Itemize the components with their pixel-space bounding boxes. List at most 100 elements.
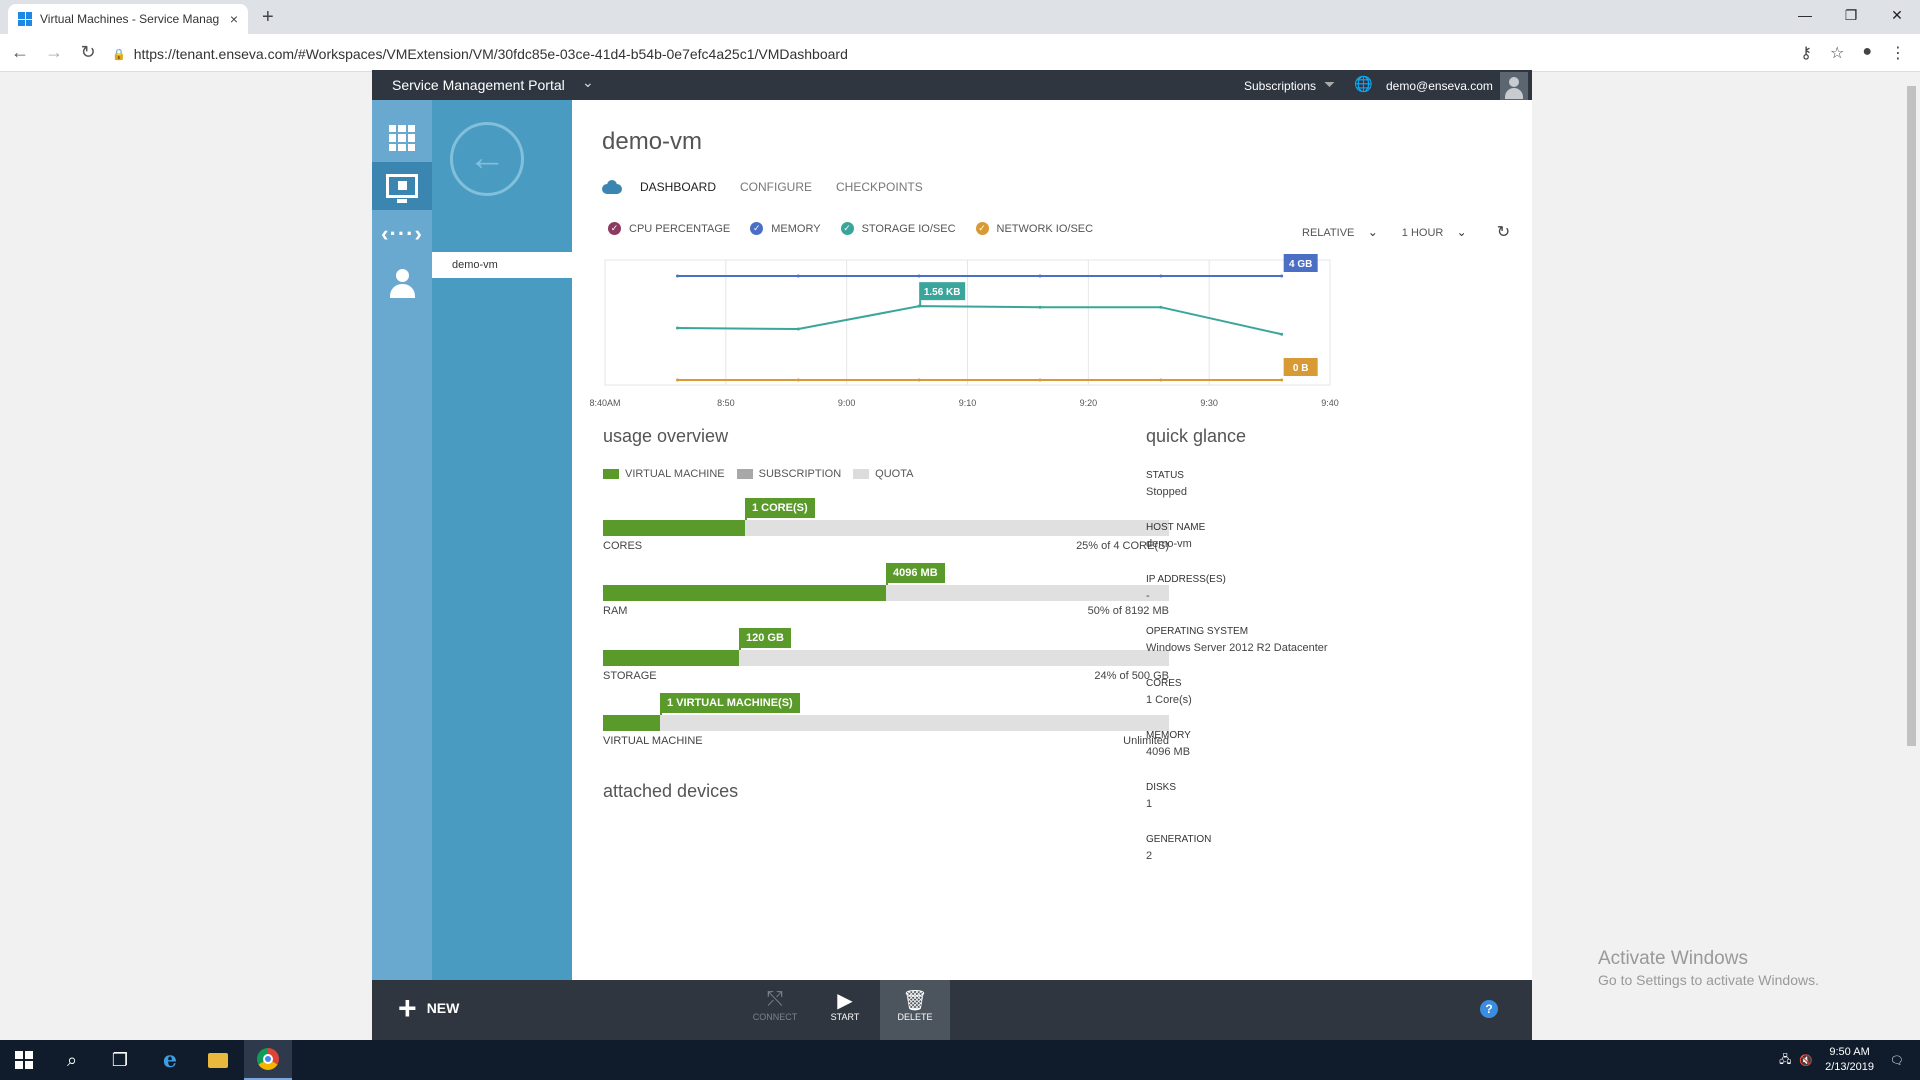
delete-button[interactable]: 🗑 DELETE bbox=[880, 980, 950, 1040]
globe-icon[interactable]: 🌐 bbox=[1354, 76, 1373, 93]
page-scrollbar[interactable] bbox=[1903, 72, 1920, 1040]
my-account-button[interactable] bbox=[372, 260, 432, 308]
tab-dashboard[interactable]: DASHBOARD bbox=[640, 180, 717, 194]
usage-percent: 25% bbox=[1076, 540, 1099, 552]
profile-icon[interactable]: ● bbox=[1862, 43, 1872, 60]
glance-key: OPERATING SYSTEM bbox=[1146, 626, 1249, 637]
metric-toggle[interactable]: ✓ NETWORK IO/SEC bbox=[975, 222, 1093, 235]
glance-value: 2 bbox=[1146, 850, 1153, 862]
range-period-select[interactable]: 1 HOUR bbox=[1402, 225, 1467, 239]
task-view-button[interactable]: ❐ bbox=[96, 1040, 144, 1080]
portal-brand[interactable]: Service Management Portal bbox=[392, 77, 565, 93]
glance-value: 1 Core(s) bbox=[1146, 694, 1192, 706]
browser-tab[interactable]: Virtual Machines - Service Manag × bbox=[8, 4, 248, 34]
filter-icon[interactable]: ⏷ bbox=[1324, 76, 1336, 92]
data-point[interactable] bbox=[676, 274, 679, 278]
usage-flag: 1 CORE(S) bbox=[745, 498, 815, 522]
data-point[interactable] bbox=[796, 274, 800, 278]
network-icon[interactable]: 🖧 bbox=[1779, 1053, 1792, 1066]
all-items-button[interactable] bbox=[372, 114, 432, 162]
back-arrow-icon[interactable]: ← bbox=[11, 42, 29, 62]
data-point[interactable] bbox=[1038, 274, 1042, 278]
data-point[interactable] bbox=[1159, 378, 1163, 382]
time-range: RELATIVE 1 HOUR ↻ bbox=[1302, 222, 1510, 242]
quick-glance-list: STATUS Stopped HOST NAME demo-vm IP ADDRESS(… bbox=[1146, 470, 1446, 886]
search-button[interactable]: ⌕ bbox=[48, 1040, 96, 1080]
data-point[interactable] bbox=[1038, 305, 1042, 309]
file-explorer-button[interactable] bbox=[194, 1040, 242, 1080]
chrome-button[interactable] bbox=[244, 1040, 292, 1080]
glance-item: GENERATION 2 bbox=[1146, 834, 1446, 862]
glance-item: STATUS Stopped bbox=[1146, 470, 1446, 498]
connect-button[interactable]: ⤲ CONNECT bbox=[740, 980, 810, 1040]
glance-item: DISKS 1 bbox=[1146, 782, 1446, 810]
legend-swatch bbox=[603, 469, 619, 479]
back-circle-icon[interactable]: ← bbox=[450, 122, 524, 196]
menu-dots-icon[interactable]: ⋮ bbox=[1890, 45, 1906, 62]
series-end-label: 0 B bbox=[1293, 363, 1309, 374]
data-point[interactable] bbox=[1038, 378, 1042, 382]
metric-toggle[interactable]: ✓ STORAGE IO/SEC bbox=[840, 222, 956, 235]
data-point[interactable] bbox=[917, 274, 921, 278]
data-point[interactable] bbox=[1159, 274, 1163, 278]
new-tab-button[interactable]: + bbox=[262, 6, 274, 28]
minimize-button[interactable]: — bbox=[1798, 7, 1812, 23]
forward-arrow-icon[interactable]: → bbox=[45, 42, 63, 62]
help-icon[interactable]: ? bbox=[1480, 1000, 1498, 1018]
data-point[interactable] bbox=[676, 326, 679, 330]
star-icon[interactable]: ☆ bbox=[1829, 45, 1845, 62]
activate-windows-watermark: Activate Windows Go to Settings to activ… bbox=[1598, 948, 1819, 988]
scrollbar-thumb[interactable] bbox=[1907, 86, 1916, 746]
data-point[interactable] bbox=[1159, 305, 1163, 309]
usage-overview-heading: usage overview bbox=[603, 426, 729, 446]
clock-date: 2/13/2019 bbox=[1825, 1061, 1875, 1073]
refresh-icon[interactable]: ↻ bbox=[1496, 224, 1511, 241]
key-icon[interactable]: ⚷ bbox=[1800, 45, 1812, 62]
networks-button[interactable]: ‹···› bbox=[372, 210, 432, 258]
usage-label: VIRTUAL MACHINE bbox=[603, 735, 703, 747]
callout-label: 1.56 KB bbox=[924, 287, 961, 298]
glance-value: - bbox=[1146, 590, 1150, 602]
close-window-button[interactable]: ✕ bbox=[1891, 7, 1903, 23]
data-point[interactable] bbox=[1280, 274, 1284, 278]
close-tab-icon[interactable]: × bbox=[229, 11, 238, 27]
data-point[interactable] bbox=[676, 378, 679, 382]
usage-flag: 4096 MB bbox=[886, 563, 945, 587]
user-email[interactable]: demo@enseva.com bbox=[1386, 79, 1493, 93]
usage-quota-text: Unlimited bbox=[1123, 735, 1169, 747]
data-point[interactable] bbox=[796, 378, 800, 382]
glance-key: DISKS bbox=[1146, 782, 1177, 793]
tab-checkpoints[interactable]: CHECKPOINTS bbox=[836, 180, 923, 194]
new-button[interactable]: + NEW bbox=[398, 992, 459, 1024]
internet-explorer-button[interactable]: e bbox=[146, 1040, 194, 1080]
usage-percent: 50% bbox=[1087, 605, 1110, 617]
value-callout bbox=[919, 282, 966, 301]
nav-item-demo-vm[interactable]: demo-vm bbox=[432, 252, 572, 278]
range-mode-select[interactable]: RELATIVE bbox=[1302, 225, 1378, 239]
subscriptions-link[interactable]: Subscriptions bbox=[1244, 79, 1317, 93]
metric-toggle[interactable]: ✓ MEMORY bbox=[750, 222, 821, 235]
tab-configure[interactable]: CONFIGURE bbox=[740, 180, 813, 194]
data-point[interactable] bbox=[1280, 332, 1284, 336]
start-menu-button[interactable] bbox=[0, 1040, 48, 1080]
usage-label: STORAGE bbox=[603, 670, 657, 682]
data-point[interactable] bbox=[1280, 378, 1284, 382]
reload-icon[interactable]: ↻ bbox=[80, 42, 96, 62]
usage-legend: VIRTUAL MACHINE SUBSCRIPTION QUOTA bbox=[603, 468, 925, 480]
clock[interactable]: 9:50 AM 2/13/2019 bbox=[1825, 1045, 1874, 1075]
virtual-machines-button[interactable] bbox=[372, 162, 432, 210]
url-field[interactable]: 🔒 https://tenant.enseva.com/#Workspaces/… bbox=[112, 41, 1812, 67]
start-button[interactable]: ▶ START bbox=[810, 980, 880, 1040]
maximize-button[interactable]: ❐ bbox=[1844, 7, 1858, 23]
chevron-down-icon[interactable]: ⌄ bbox=[582, 74, 594, 90]
volume-muted-icon[interactable]: 🔇 bbox=[1799, 1054, 1814, 1067]
data-point[interactable] bbox=[796, 327, 800, 331]
avatar[interactable] bbox=[1500, 72, 1528, 100]
metric-toggle[interactable]: ✓ CPU PERCENTAGE bbox=[608, 222, 730, 235]
watermark-title: Activate Windows bbox=[1598, 948, 1748, 969]
legend-label: QUOTA bbox=[875, 468, 914, 480]
notifications-icon[interactable]: 🗨 bbox=[1890, 1054, 1904, 1067]
trash-icon: 🗑 bbox=[902, 990, 928, 1012]
data-point[interactable] bbox=[917, 378, 921, 382]
windows-taskbar: ⌕ ❐ e 🖧 🔇 9:50 AM 2/13/2019 🗨 bbox=[0, 1040, 1920, 1080]
